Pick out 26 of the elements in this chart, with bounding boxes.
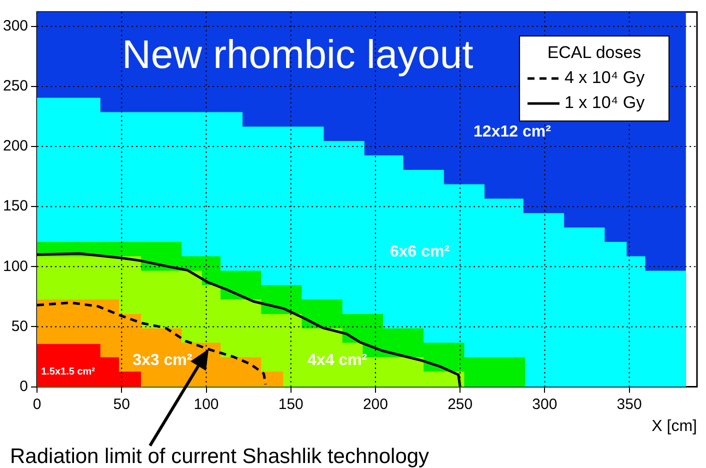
x-tick-label: 50 xyxy=(113,396,130,413)
text: New rhombic layout xyxy=(122,33,474,78)
x-tick-label: 200 xyxy=(362,396,388,413)
annotation: 6x6 cm² xyxy=(390,243,450,260)
legend-label: 1 x 10⁴ Gy xyxy=(564,93,646,112)
y-tick-label: 250 xyxy=(2,78,28,95)
legend-title: ECAL doses xyxy=(547,43,642,62)
x-tick-label: 100 xyxy=(194,396,219,413)
legend-label: 4 x 10⁴ Gy xyxy=(564,68,646,88)
annotation: 1.5x1.5 cm² xyxy=(41,366,96,378)
annotation: 12x12 cm² xyxy=(474,123,551,140)
text: Radiation limit of current Shashlik technology xyxy=(10,445,430,468)
annotation: 3x3 cm² xyxy=(132,352,192,369)
x-tick-label: 0 xyxy=(32,396,42,413)
x-tick-label: 150 xyxy=(278,396,304,413)
x-axis-title: X [cm] xyxy=(652,418,697,435)
y-tick-label: 200 xyxy=(2,138,28,155)
y-tick-label: 100 xyxy=(2,258,28,275)
y-tick-label: 0 xyxy=(20,378,28,395)
x-tick-label: 250 xyxy=(448,396,473,413)
x-tick-label: 300 xyxy=(532,396,558,413)
y-tick-label: 50 xyxy=(11,318,28,335)
annotation: 4x4 cm² xyxy=(308,352,368,369)
x-tick-label: 350 xyxy=(616,396,642,413)
y-tick-label: 150 xyxy=(2,198,28,215)
y-tick-label: 300 xyxy=(2,18,28,35)
